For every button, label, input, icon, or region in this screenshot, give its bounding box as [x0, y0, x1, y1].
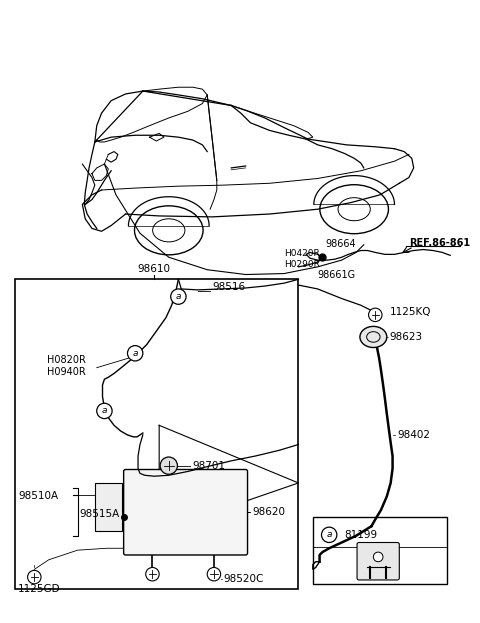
Text: 98664: 98664	[325, 239, 356, 249]
Circle shape	[171, 289, 186, 304]
Circle shape	[27, 570, 41, 584]
Circle shape	[160, 457, 178, 474]
Text: 98701: 98701	[193, 460, 226, 470]
Text: 98515A: 98515A	[80, 509, 120, 519]
Text: H0820R
H0940R: H0820R H0940R	[47, 354, 85, 377]
Text: 81199: 81199	[345, 530, 378, 540]
Text: 98623: 98623	[390, 332, 423, 342]
Circle shape	[322, 527, 337, 543]
Text: 98661G: 98661G	[318, 270, 356, 280]
Text: H0420R
H0290R: H0420R H0290R	[284, 249, 320, 269]
Circle shape	[97, 403, 112, 419]
FancyBboxPatch shape	[357, 543, 399, 580]
Ellipse shape	[360, 326, 387, 348]
Bar	[95, 483, 122, 531]
Text: 98610: 98610	[138, 264, 171, 273]
Text: 1125GD: 1125GD	[18, 584, 60, 594]
Circle shape	[369, 308, 382, 321]
Circle shape	[373, 552, 383, 562]
Text: 1125KQ: 1125KQ	[390, 307, 431, 317]
Text: a: a	[102, 406, 107, 416]
Text: 98516: 98516	[212, 282, 245, 292]
FancyBboxPatch shape	[124, 470, 248, 555]
Text: 98402: 98402	[397, 430, 431, 440]
Circle shape	[128, 346, 143, 361]
Text: a: a	[132, 349, 138, 358]
Text: REF.86-861: REF.86-861	[409, 238, 470, 248]
Circle shape	[207, 568, 221, 581]
Text: a: a	[326, 530, 332, 540]
Bar	[15, 279, 299, 589]
Text: 98520C: 98520C	[224, 574, 264, 584]
Bar	[313, 516, 447, 584]
Text: 98510A: 98510A	[18, 492, 58, 502]
Text: 98620: 98620	[252, 506, 285, 516]
Circle shape	[146, 568, 159, 581]
Text: a: a	[176, 292, 181, 301]
